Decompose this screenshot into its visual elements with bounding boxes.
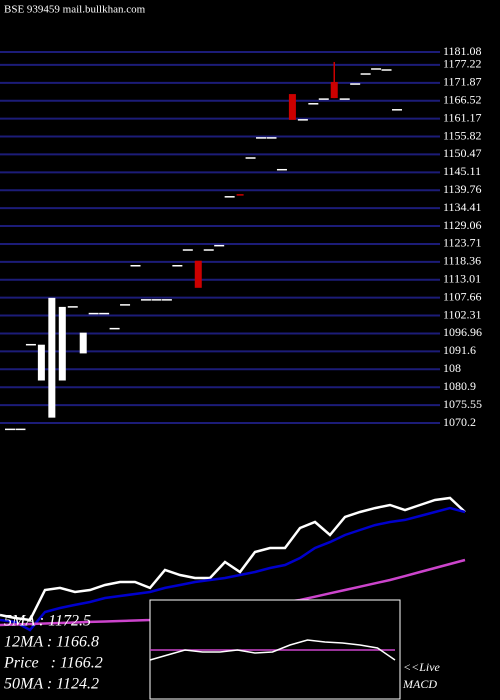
y-tick-label: 1075.55: [443, 397, 482, 411]
candle-body: [236, 194, 244, 196]
y-tick-label: 1107.66: [443, 289, 482, 303]
y-tick-label: 1134.41: [443, 200, 482, 214]
y-tick-label: 1096.96: [443, 325, 482, 339]
y-tick-label: 1118.36: [443, 254, 481, 268]
macd-label: <<Live: [403, 660, 441, 674]
series-line: [149, 639, 396, 661]
y-tick-label: 1166.52: [443, 92, 482, 106]
macd-label: MACD: [402, 677, 437, 691]
candle-body: [194, 260, 202, 288]
y-tick-label: 1155.82: [443, 128, 482, 142]
y-tick-label: 108: [443, 361, 461, 375]
candle-body: [79, 332, 87, 354]
series-line: [0, 496, 466, 622]
ma-label: Price : 1166.2: [3, 655, 103, 672]
ma-label: 12MA : 1166.8: [4, 634, 99, 651]
candle-body: [58, 306, 66, 381]
y-tick-label: 1123.71: [443, 236, 482, 250]
y-tick-label: 1080.9: [443, 379, 476, 393]
y-tick-label: 1177.22: [443, 57, 482, 71]
ma-label: 50MA : 1124.2: [4, 676, 99, 693]
y-tick-label: 1129.06: [443, 218, 482, 232]
ma-label: 5MA : 1172.5: [4, 613, 91, 630]
series-line: [0, 506, 466, 632]
y-tick-label: 1181.08: [443, 44, 482, 58]
candle-body: [288, 94, 296, 120]
y-tick-label: 1070.2: [443, 415, 476, 429]
y-tick-label: 1139.76: [443, 182, 482, 196]
y-tick-label: 1091.6: [443, 343, 476, 357]
y-tick-label: 1113.01: [443, 272, 481, 286]
y-tick-label: 1102.31: [443, 307, 482, 321]
candle-body: [330, 82, 338, 99]
y-tick-label: 1171.87: [443, 75, 482, 89]
candle-body: [37, 344, 45, 381]
y-tick-label: 1161.17: [443, 110, 482, 124]
chart-title: BSE 939459 mail.bullkhan.com: [4, 4, 146, 16]
y-tick-label: 1145.11: [443, 164, 481, 178]
y-tick-label: 1150.47: [443, 146, 482, 160]
candle-body: [48, 297, 56, 418]
